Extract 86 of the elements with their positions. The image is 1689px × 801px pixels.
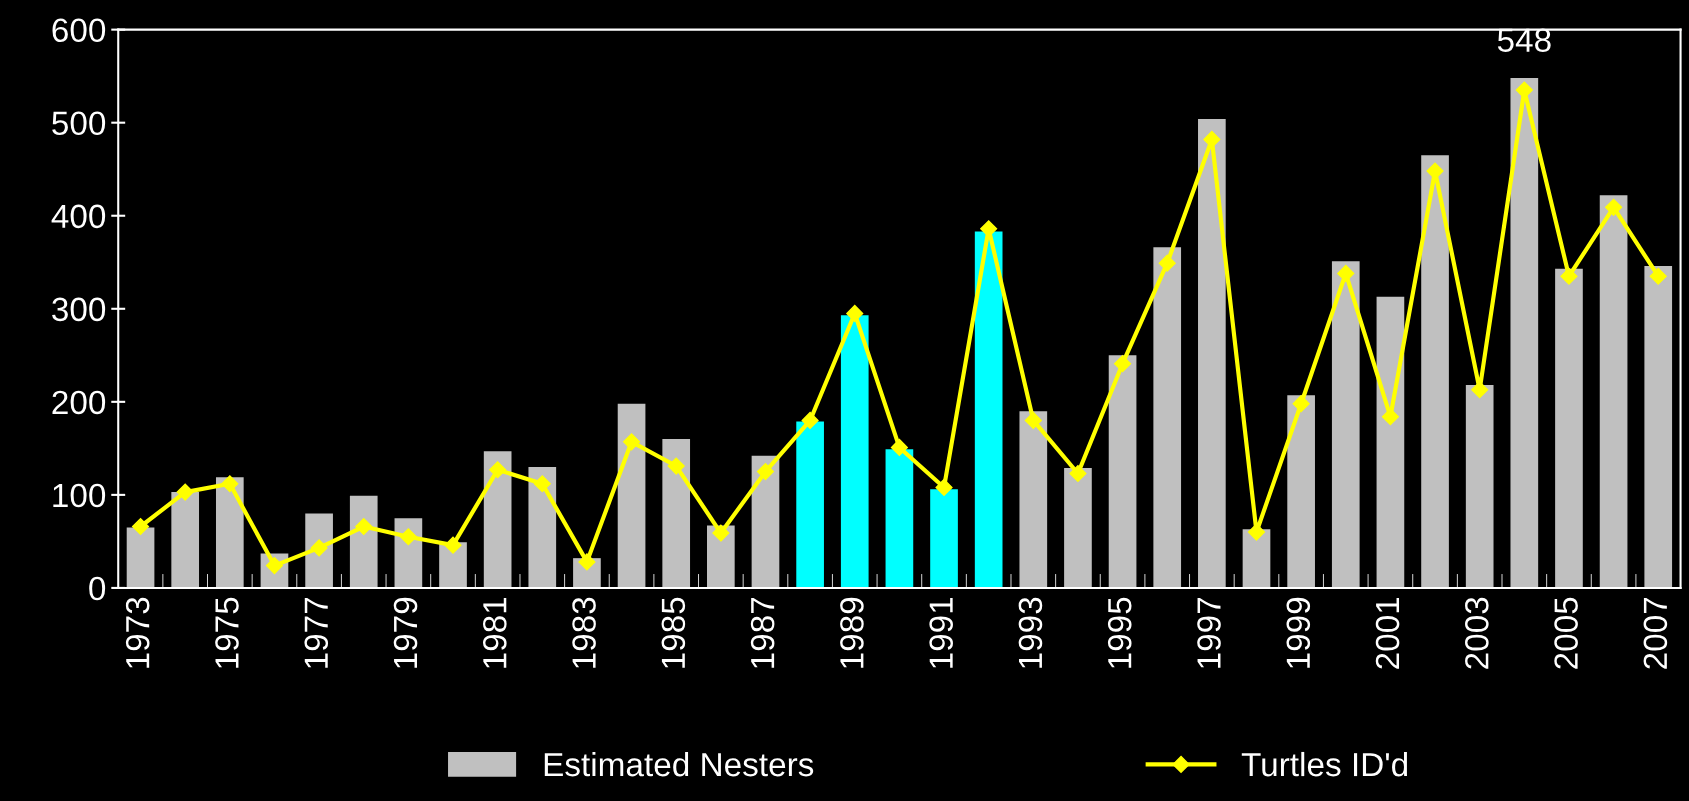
x-tick-label: 2007 <box>1643 597 1668 669</box>
bar <box>1064 467 1092 588</box>
point <box>1605 198 1623 216</box>
bar <box>1555 268 1583 588</box>
bar <box>1019 411 1048 588</box>
bar <box>1599 195 1628 588</box>
bar <box>1198 118 1226 588</box>
point <box>444 536 462 554</box>
bar <box>1421 155 1449 588</box>
point <box>176 483 194 501</box>
bar <box>840 315 869 588</box>
x-tick-label: 1989 <box>840 597 864 668</box>
point <box>489 461 507 479</box>
point <box>1560 267 1578 285</box>
bar <box>483 451 512 588</box>
y-tick-label: 200 <box>52 390 106 415</box>
bar <box>751 455 780 588</box>
point <box>1114 355 1132 373</box>
y-tick-label: 0 <box>89 576 106 601</box>
bar <box>662 439 691 588</box>
y-tick-label: 400 <box>51 204 106 229</box>
x-tick-label: 2005 <box>1554 597 1578 669</box>
y-tick-label: 300 <box>52 297 106 322</box>
bar <box>126 527 155 588</box>
x-tick-label: 2001 <box>1375 597 1400 669</box>
bar <box>974 231 1003 588</box>
point <box>1024 411 1042 429</box>
y-tick-label: 600 <box>52 18 106 43</box>
point <box>935 478 953 496</box>
x-tick-label: 1997 <box>1197 597 1221 668</box>
bar <box>1510 78 1539 588</box>
bar <box>930 489 958 588</box>
x-tick-label: 2003 <box>1465 597 1489 669</box>
point <box>1158 254 1176 272</box>
bar <box>215 477 244 588</box>
bar <box>1331 261 1360 588</box>
point <box>846 304 864 322</box>
point <box>801 411 819 429</box>
x-tick-label: 1977 <box>304 597 329 668</box>
point <box>623 433 641 451</box>
point <box>1337 264 1355 282</box>
point <box>131 517 150 536</box>
point <box>1471 381 1489 399</box>
bar <box>1287 395 1315 588</box>
point <box>1649 267 1667 285</box>
point <box>221 475 239 493</box>
x-tick-label: 1999 <box>1286 597 1311 668</box>
x-tick-label: 1973 <box>125 597 150 668</box>
point <box>890 438 908 456</box>
bar <box>1376 296 1405 588</box>
bar <box>528 466 557 588</box>
point <box>355 517 373 536</box>
bar <box>1465 385 1494 588</box>
point <box>1515 81 1533 99</box>
bar <box>1153 247 1182 588</box>
x-tick-label: 1983 <box>572 597 596 668</box>
point <box>1203 130 1221 148</box>
point <box>1292 395 1310 413</box>
point <box>533 475 551 493</box>
legend-label: Turtles ID'd <box>1241 751 1408 777</box>
bar <box>1108 355 1137 588</box>
point <box>756 463 775 481</box>
point <box>1069 464 1087 483</box>
x-tick-label: 1995 <box>1107 597 1132 668</box>
bar <box>171 492 200 588</box>
x-tick-label: 1985 <box>661 597 686 668</box>
x-tick-label: 1981 <box>483 597 507 668</box>
point <box>712 524 730 542</box>
bar <box>885 449 914 588</box>
bar <box>349 495 378 588</box>
bar <box>796 421 824 588</box>
y-tick-label: 500 <box>52 111 106 136</box>
point <box>667 457 685 475</box>
point <box>1381 408 1399 426</box>
x-tick-label: 1993 <box>1018 597 1043 668</box>
point <box>578 553 596 571</box>
point <box>399 528 417 546</box>
x-tick-label: 1975 <box>215 597 239 668</box>
bar <box>1644 265 1673 588</box>
x-tick-label: 1991 <box>929 597 953 668</box>
x-tick-label: 1987 <box>750 597 775 668</box>
point <box>310 539 328 557</box>
y-tick-label: 100 <box>53 483 106 508</box>
bar <box>617 403 646 588</box>
legend-label: Estimated Nesters <box>544 751 814 777</box>
x-tick-label: 1979 <box>393 597 418 668</box>
